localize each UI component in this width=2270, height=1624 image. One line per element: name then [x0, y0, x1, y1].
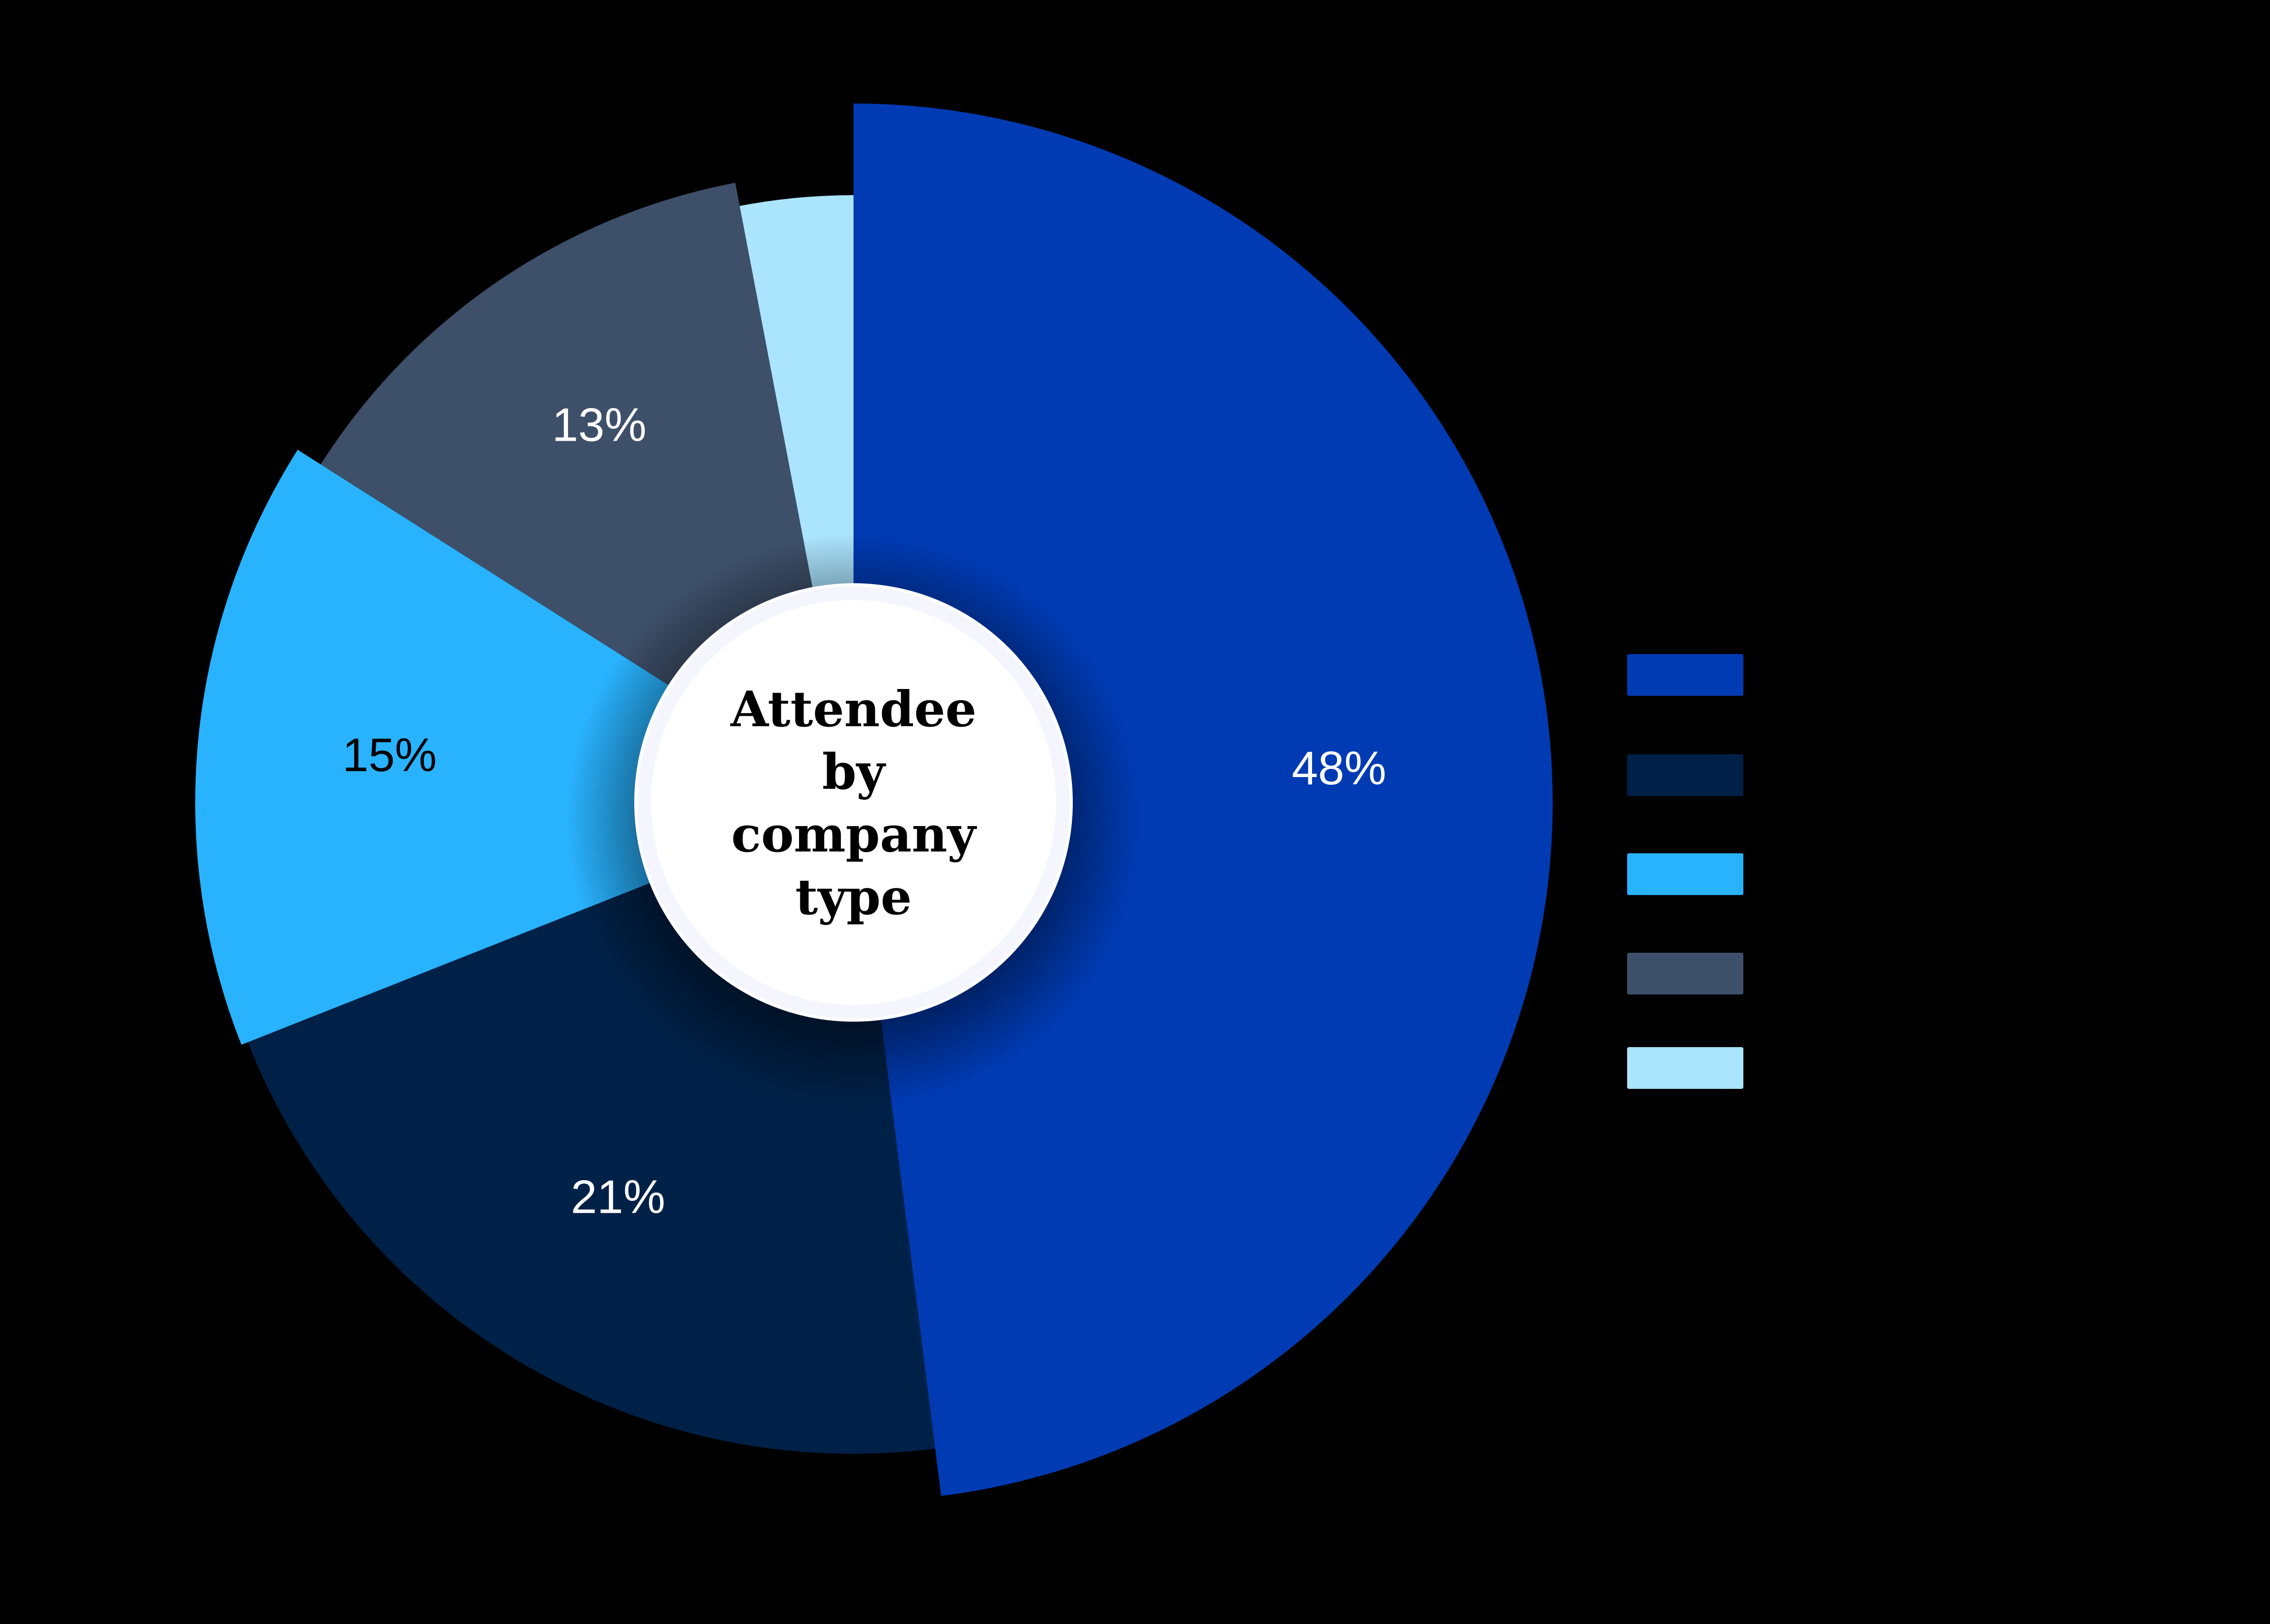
legend-swatch — [1627, 754, 1743, 796]
legend-swatch — [1627, 853, 1743, 895]
center-circle — [637, 586, 1070, 1019]
pie-slice — [854, 103, 1553, 1496]
slice-percentage-label: 48% — [1292, 742, 1386, 795]
pie-slice — [195, 450, 854, 1045]
legend-item — [1627, 853, 1765, 895]
legend-item — [1627, 754, 1765, 796]
slice-percentage-label: 21% — [571, 1171, 665, 1224]
legend-item — [1627, 1047, 1765, 1089]
slice-labels: 48% 21% 15% 13% — [342, 399, 1386, 1223]
legend-swatch — [1627, 1047, 1743, 1089]
slice-percentage-label: 15% — [342, 729, 437, 782]
legend-swatch — [1627, 654, 1743, 696]
legend-item — [1627, 953, 1765, 994]
slice-percentage-label: 13% — [552, 399, 646, 451]
legend-item — [1627, 654, 1765, 696]
legend-swatch — [1627, 953, 1743, 994]
